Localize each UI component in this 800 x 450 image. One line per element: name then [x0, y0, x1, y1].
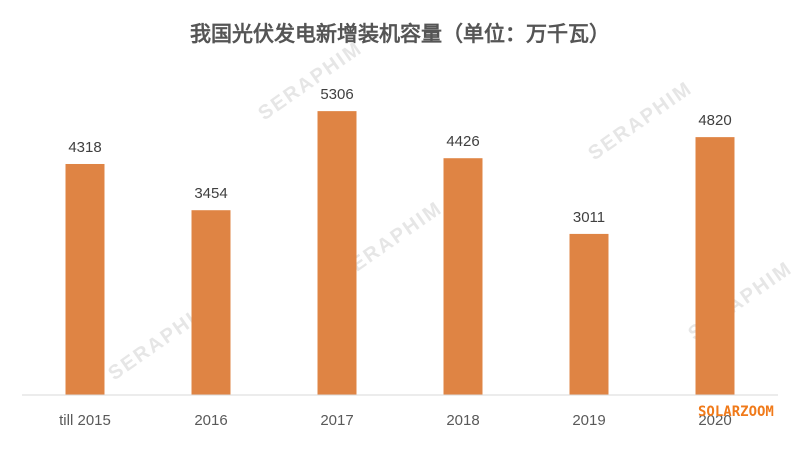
data-label: 4426: [446, 133, 479, 150]
bar: [695, 137, 735, 395]
x-tick-label: 2019: [572, 412, 605, 429]
data-label: 3454: [194, 185, 227, 202]
x-tick-label: till 2015: [59, 412, 111, 429]
chart-title: 我国光伏发电新增装机容量（单位：万千瓦）: [190, 22, 610, 46]
x-tick-label: 2018: [446, 412, 479, 429]
data-label: 4820: [698, 112, 731, 129]
solarzoom-logo: SOLARZOOM: [698, 404, 774, 420]
bar: [569, 233, 609, 395]
bar: [317, 111, 357, 395]
x-tick-label: 2020: [698, 412, 731, 429]
bar: [191, 210, 231, 395]
data-label: 4318: [68, 139, 101, 156]
bar: [443, 158, 483, 395]
x-tick-label: 2017: [320, 412, 353, 429]
data-label: 5306: [320, 86, 353, 103]
bar: [65, 163, 105, 395]
x-tick-label: 2016: [194, 412, 227, 429]
data-label: 3011: [573, 209, 605, 226]
